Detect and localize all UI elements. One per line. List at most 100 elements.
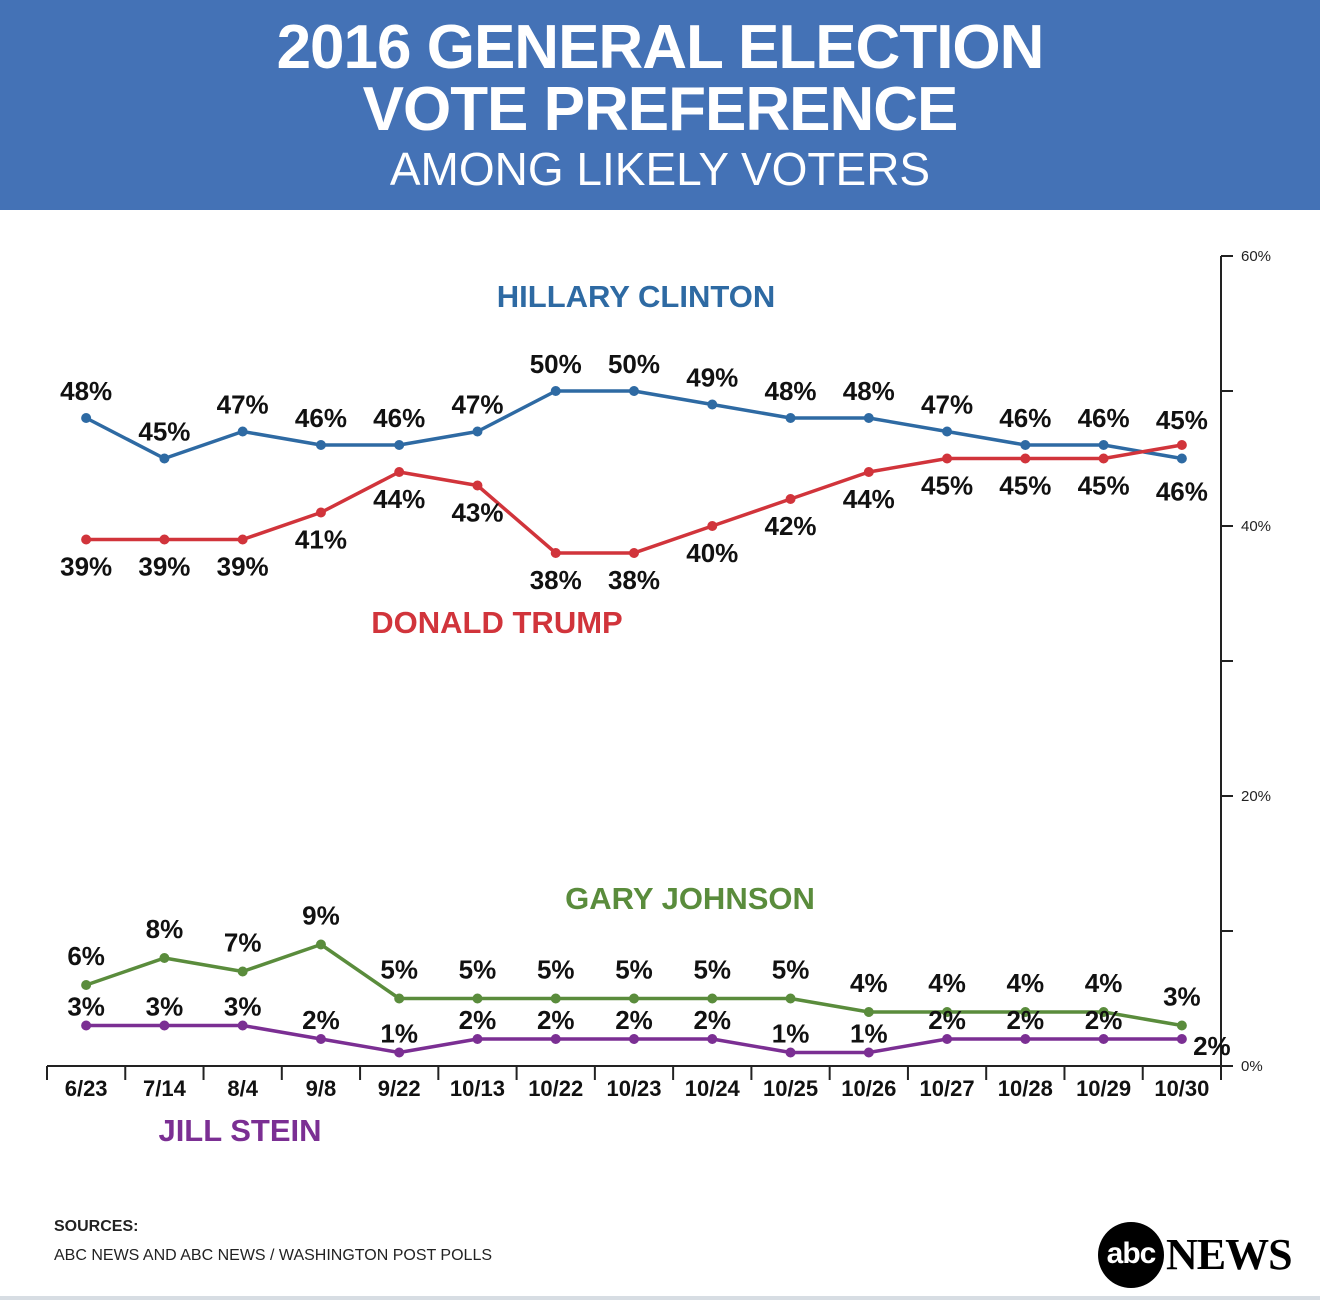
data-label: 7%: [224, 928, 262, 958]
data-point: [550, 1034, 561, 1044]
data-label: 4%: [928, 968, 966, 998]
data-point: [237, 426, 248, 437]
data-point: [237, 1020, 248, 1031]
data-label: 2%: [1085, 1005, 1123, 1035]
data-label: 41%: [295, 525, 347, 555]
data-label: 48%: [843, 376, 895, 406]
data-point: [237, 534, 248, 545]
data-point: [1098, 453, 1109, 464]
news-wordmark: NEWS: [1166, 1230, 1293, 1279]
data-label: 1%: [380, 1019, 418, 1049]
data-point: [1020, 453, 1031, 464]
data-point: [315, 440, 326, 450]
data-point: [81, 1020, 92, 1031]
chart-title-line-1: 2016 GENERAL ELECTION: [276, 13, 1045, 82]
data-label: 5%: [380, 955, 418, 985]
title-banner: 2016 GENERAL ELECTION VOTE PREFERENCE AM…: [0, 0, 1320, 210]
data-point: [785, 413, 796, 423]
x-tick-label-8-4: 8/4: [227, 1076, 258, 1101]
series-name-0: HILLARY CLINTON: [497, 279, 775, 314]
data-point: [315, 507, 326, 518]
data-label: 9%: [302, 901, 340, 931]
data-label: 48%: [765, 376, 817, 406]
data-point: [1176, 1034, 1187, 1044]
data-label: 44%: [843, 484, 895, 514]
x-tick-label-7-14: 7/14: [143, 1076, 187, 1101]
data-label: 2%: [302, 1005, 340, 1035]
sources-text: ABC NEWS AND ABC NEWS / WASHINGTON POST …: [54, 1247, 493, 1264]
data-point: [394, 993, 405, 1004]
data-point: [159, 1020, 170, 1031]
y-tick-label-0: 0%: [1241, 1058, 1263, 1075]
x-tick-label-10-24: 10/24: [685, 1076, 741, 1101]
data-point: [785, 1047, 796, 1058]
data-label: 4%: [1007, 968, 1045, 998]
data-label: 45%: [138, 417, 190, 447]
data-label: 45%: [1156, 405, 1208, 435]
data-label: 5%: [693, 955, 731, 985]
data-point: [315, 1034, 326, 1044]
data-label: 1%: [772, 1019, 810, 1049]
data-label: 4%: [850, 968, 888, 998]
data-point: [315, 939, 326, 950]
data-label: 47%: [217, 390, 269, 420]
data-label: 2%: [537, 1005, 575, 1035]
data-label: 46%: [1156, 477, 1208, 507]
data-label: 6%: [67, 941, 105, 971]
x-tick-label-10-27: 10/27: [920, 1076, 975, 1101]
data-label: 46%: [999, 403, 1051, 433]
chart-title-line-2: VOTE PREFERENCE: [362, 75, 959, 144]
data-label: 5%: [537, 955, 575, 985]
data-label: 2%: [1193, 1031, 1231, 1061]
data-point: [629, 548, 639, 558]
data-label: 47%: [921, 390, 973, 420]
y-tick-label-60: 60%: [1241, 248, 1271, 265]
x-tick-label-10-13: 10/13: [450, 1076, 505, 1101]
data-point: [550, 548, 561, 558]
data-point: [1020, 1034, 1031, 1044]
series-name-2: GARY JOHNSON: [565, 881, 815, 916]
data-point: [550, 386, 561, 396]
data-point: [785, 993, 796, 1004]
x-tick-label-10-26: 10/26: [841, 1076, 896, 1101]
data-label: 45%: [1078, 471, 1130, 501]
abc-news-logo: abc NEWS: [1098, 1222, 1298, 1292]
bottom-rule: [0, 1296, 1320, 1300]
data-label: 45%: [921, 471, 973, 501]
x-tick-label-10-30: 10/30: [1154, 1076, 1209, 1101]
data-label: 38%: [530, 565, 582, 595]
data-point: [1098, 1034, 1109, 1044]
data-point: [394, 1047, 405, 1058]
data-point: [707, 521, 718, 531]
data-point: [785, 494, 796, 504]
data-label: 49%: [686, 363, 738, 393]
chart-subtitle: AMONG LIKELY VOTERS: [389, 143, 931, 195]
data-point: [550, 993, 561, 1004]
data-point: [159, 534, 170, 545]
data-point: [1098, 1007, 1109, 1017]
series-name-1: DONALD TRUMP: [371, 605, 622, 640]
data-point: [472, 426, 483, 437]
data-label: 5%: [459, 955, 497, 985]
data-label: 38%: [608, 565, 660, 595]
data-point: [472, 480, 483, 491]
data-label: 39%: [138, 552, 190, 582]
data-point: [707, 1034, 718, 1044]
data-label: 50%: [608, 349, 660, 379]
data-label: 43%: [451, 498, 503, 528]
data-point: [707, 399, 718, 410]
line-chart: 60% 40% 20% 0% 6/23 7/14 8/4 9/8 9/22 10/13 10/22 1…: [46, 248, 1271, 1148]
data-label: 5%: [772, 955, 810, 985]
data-label: 4%: [1085, 968, 1123, 998]
x-tick-label-10-23: 10/23: [606, 1076, 661, 1101]
data-point: [472, 993, 483, 1004]
data-label: 44%: [373, 484, 425, 514]
data-point: [863, 413, 874, 423]
data-point: [942, 1007, 953, 1017]
data-point: [1176, 440, 1187, 450]
data-point: [81, 413, 92, 423]
data-point: [159, 453, 170, 464]
data-label: 47%: [451, 390, 503, 420]
data-point: [629, 386, 639, 396]
data-label: 5%: [615, 955, 653, 985]
